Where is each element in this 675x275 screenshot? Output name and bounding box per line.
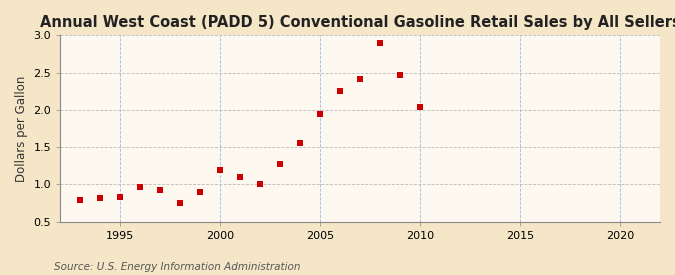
Text: Source: U.S. Energy Information Administration: Source: U.S. Energy Information Administ… <box>54 262 300 272</box>
Point <box>195 190 206 194</box>
Point <box>255 182 266 187</box>
Point <box>215 167 225 172</box>
Point <box>75 198 86 202</box>
Point <box>414 105 425 109</box>
Point <box>355 76 366 81</box>
Y-axis label: Dollars per Gallon: Dollars per Gallon <box>15 75 28 182</box>
Title: Annual West Coast (PADD 5) Conventional Gasoline Retail Sales by All Sellers: Annual West Coast (PADD 5) Conventional … <box>40 15 675 30</box>
Point <box>295 141 306 146</box>
Point <box>275 161 286 166</box>
Point <box>315 111 325 116</box>
Point <box>335 89 346 94</box>
Point <box>95 196 106 200</box>
Point <box>135 185 146 189</box>
Point <box>175 201 186 205</box>
Point <box>375 41 385 45</box>
Point <box>115 195 126 199</box>
Point <box>395 73 406 77</box>
Point <box>235 175 246 179</box>
Point <box>155 188 165 192</box>
